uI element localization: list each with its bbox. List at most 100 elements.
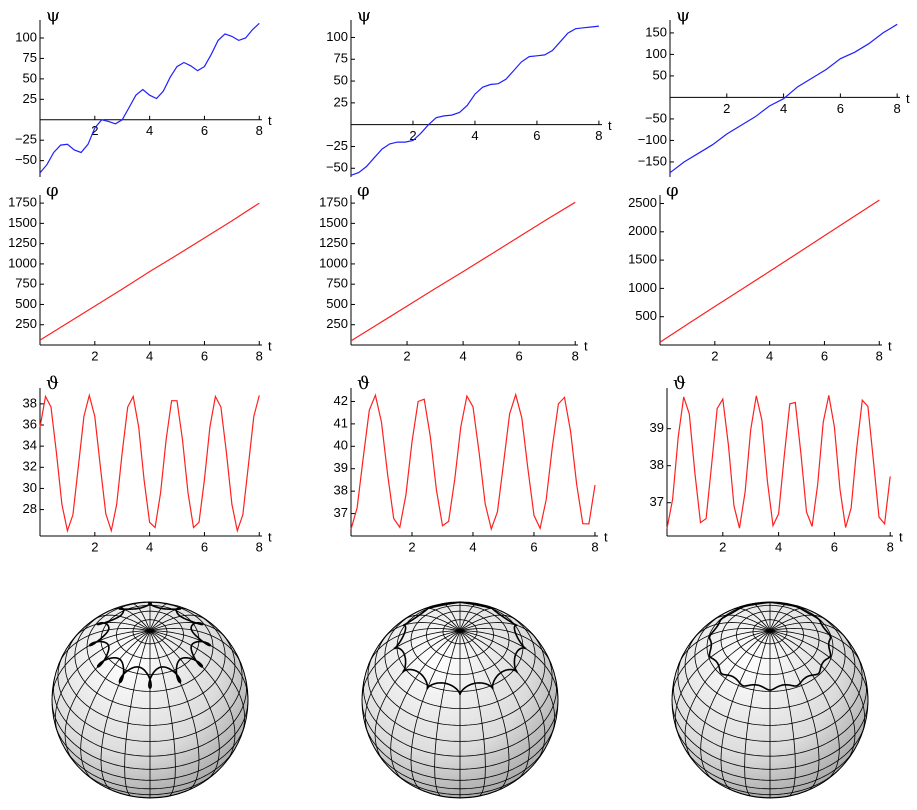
y-tick-label: 1250 [319, 235, 348, 250]
x-tick-label: 6 [533, 128, 540, 143]
x-tick-label: 4 [459, 348, 466, 363]
sphere-meridian [684, 630, 771, 761]
sphere-meridian [694, 622, 771, 638]
x-tick-label: 4 [775, 539, 782, 554]
sphere-parallel [374, 632, 546, 726]
x-tick-label: 2 [408, 539, 415, 554]
x-tick-label: 8 [894, 101, 901, 116]
y-tick-label: 50 [23, 70, 37, 85]
y-tick-label: 28 [23, 501, 37, 516]
x-tick-label: 6 [821, 348, 828, 363]
sphere-meridian [769, 630, 796, 797]
sphere-meridian [769, 630, 856, 761]
y-tick-label: 2000 [628, 223, 657, 238]
y-tick-label: 1750 [8, 195, 37, 210]
x-tick-label: 8 [876, 348, 883, 363]
sphere-meridian [100, 630, 151, 791]
x-axis-label: t [906, 91, 910, 106]
sphere-meridian [361, 630, 461, 697]
y-tick-label: 25 [334, 94, 348, 109]
y-tick-label: 1500 [319, 215, 348, 230]
sphere-parallel [685, 749, 855, 790]
sphere-meridian [769, 630, 840, 780]
trajectory [708, 601, 832, 691]
y-tick-label: 750 [15, 276, 37, 291]
x-tick-label: 6 [530, 539, 537, 554]
x-tick-label: 2 [409, 128, 416, 143]
sphere-meridian [678, 627, 771, 665]
y-tick-label: −50 [645, 110, 667, 125]
sphere-meridian [149, 630, 236, 761]
y-tick-label: 1000 [319, 255, 348, 270]
y-tick-label: −25 [15, 132, 37, 147]
y-tick-label: 1750 [319, 195, 348, 210]
data-line [659, 199, 880, 343]
y-tick-label: 100 [15, 29, 37, 44]
sphere-meridian [54, 630, 151, 733]
y-tick-label: 75 [334, 51, 348, 66]
y-tick-label: 1500 [8, 215, 37, 230]
x-tick-label: 8 [595, 128, 602, 143]
trajectory [88, 601, 212, 690]
sphere-parallel [673, 677, 867, 757]
y-tick-label: 75 [23, 50, 37, 65]
x-tick-label: 6 [516, 348, 523, 363]
y-tick-label: 25 [23, 91, 37, 106]
y-tick-label: 32 [23, 459, 37, 474]
sphere-meridian [384, 622, 461, 638]
y-tick-label: 37 [650, 494, 664, 509]
sphere-parallel [684, 632, 856, 726]
y-tick-label: 750 [326, 276, 348, 291]
y-tick-label: 37 [334, 505, 348, 520]
y-tick-label: 1250 [8, 235, 37, 250]
sphere-meridian [671, 630, 771, 697]
x-tick-label: 8 [887, 539, 894, 554]
y-tick-label: 34 [23, 438, 37, 453]
sphere-meridian [459, 630, 486, 797]
x-tick-label: 2 [91, 539, 98, 554]
y-tick-label: 500 [326, 296, 348, 311]
x-tick-label: 8 [256, 123, 263, 138]
y-tick-label: 250 [15, 316, 37, 331]
y-axis-label: ϑ [46, 373, 59, 394]
y-axis-label: ψ [357, 5, 371, 26]
x-tick-label: 6 [837, 101, 844, 116]
sphere-meridian [744, 630, 771, 797]
y-tick-label: 1000 [8, 255, 37, 270]
sphere-meridian [368, 627, 461, 665]
sphere-meridian [459, 630, 510, 791]
y-axis-label: ψ [676, 5, 690, 26]
y-axis-label: φ [46, 180, 59, 201]
y-axis-label: ψ [46, 5, 60, 26]
sphere-meridian [374, 630, 461, 761]
sphere-meridian [390, 630, 461, 780]
x-tick-label: 4 [766, 348, 773, 363]
sphere-meridian [51, 630, 151, 697]
sphere-parallel [64, 632, 236, 726]
data-line [350, 25, 599, 176]
sphere-parallel [675, 726, 865, 781]
sphere-meridian [149, 627, 242, 665]
sphere-parallel [375, 749, 545, 790]
y-tick-label: −50 [15, 152, 37, 167]
y-axis-label: φ [357, 180, 370, 201]
y-tick-label: 40 [334, 438, 348, 453]
y-tick-label: 1000 [628, 280, 657, 295]
y-tick-label: 1500 [628, 252, 657, 267]
sphere-parallel [677, 652, 863, 742]
x-tick-label: 8 [591, 539, 598, 554]
y-tick-label: 38 [650, 457, 664, 472]
sphere-parallel [367, 652, 553, 742]
x-axis-label: t [888, 338, 892, 353]
data-line [350, 201, 576, 342]
y-tick-label: 36 [23, 416, 37, 431]
sphere-meridian [149, 607, 187, 631]
sphere-meridian [64, 630, 151, 761]
x-tick-label: 8 [572, 348, 579, 363]
x-tick-label: 6 [201, 348, 208, 363]
x-tick-label: 4 [146, 539, 153, 554]
y-tick-label: −150 [638, 153, 667, 168]
sphere-meridian [149, 630, 249, 701]
sphere-meridian [769, 622, 846, 638]
